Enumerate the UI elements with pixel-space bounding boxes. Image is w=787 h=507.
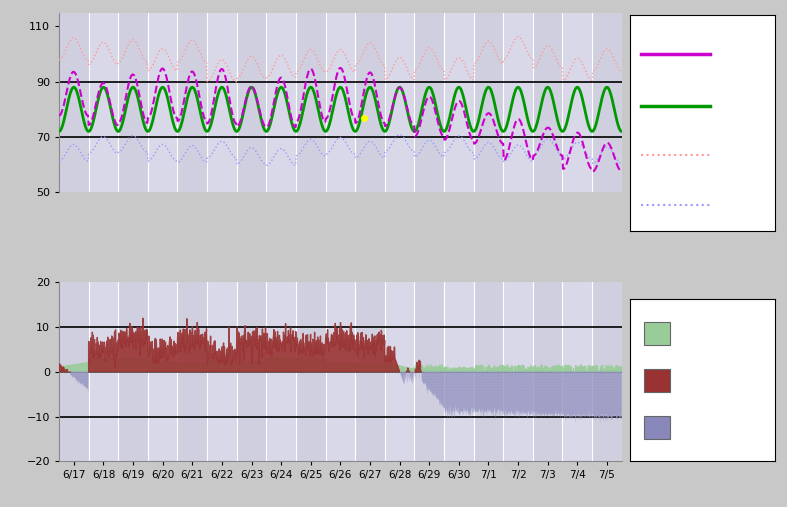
Bar — [533, 13, 563, 192]
Bar — [474, 282, 503, 461]
Bar — [474, 13, 503, 192]
Bar — [644, 322, 671, 345]
Bar — [296, 282, 326, 461]
Bar — [592, 13, 622, 192]
Bar — [237, 282, 266, 461]
Bar — [118, 13, 148, 192]
Bar — [415, 282, 444, 461]
Bar — [415, 13, 444, 192]
Bar — [178, 13, 207, 192]
Bar — [296, 13, 326, 192]
Bar — [355, 282, 385, 461]
Bar — [178, 282, 207, 461]
Bar — [59, 13, 89, 192]
Bar — [592, 282, 622, 461]
Bar — [355, 13, 385, 192]
Bar — [118, 282, 148, 461]
Bar — [644, 416, 671, 439]
Bar — [533, 282, 563, 461]
Bar — [644, 369, 671, 391]
Bar — [59, 282, 89, 461]
Bar — [237, 13, 266, 192]
